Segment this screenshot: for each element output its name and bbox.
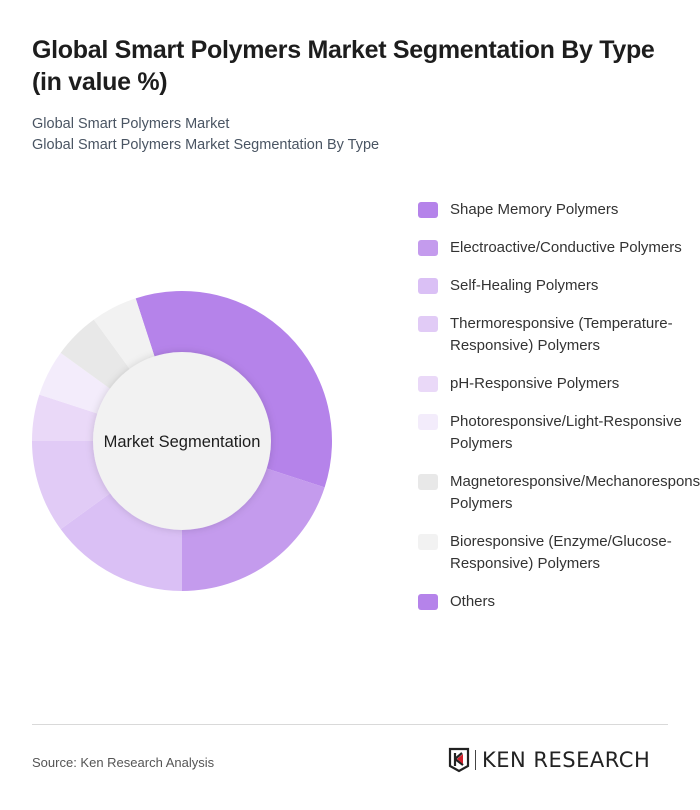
legend-swatch — [418, 376, 438, 392]
legend-swatch — [418, 594, 438, 610]
legend-item[interactable]: Self-Healing Polymers — [418, 275, 688, 297]
legend-swatch — [418, 534, 438, 550]
center-label: Market Segmentation — [104, 433, 261, 451]
legend-label: Thermoresponsive (Temperature-Responsive… — [450, 315, 673, 354]
legend-item[interactable]: Others — [418, 591, 688, 613]
logo-separator — [475, 750, 476, 770]
ken-research-logo: KEN RESEARCH — [448, 747, 650, 773]
legend-label: pH-Responsive Polymers — [450, 375, 620, 392]
legend-swatch — [418, 414, 438, 430]
legend: Shape Memory Polymers Electroactive/Condu… — [418, 199, 700, 629]
legend-item[interactable]: Photoresponsive/Light-Responsive Polymer… — [418, 411, 688, 455]
legend-label: Shape Memory Polymers — [450, 201, 619, 218]
legend-item[interactable]: pH-Responsive Polymers — [418, 373, 688, 395]
legend-swatch — [418, 278, 438, 294]
divider — [32, 724, 668, 725]
legend-label: Self-Healing Polymers — [450, 277, 599, 294]
donut-chart: Market Segmentation — [32, 291, 332, 591]
legend-item[interactable]: Magnetoresponsive/Mechanoresponsive Poly… — [418, 471, 700, 515]
logo-text: KEN RESEARCH — [482, 748, 651, 772]
legend-label: Magnetoresponsive/Mechanoresponsive Poly… — [450, 473, 700, 512]
donut-center — [93, 352, 271, 530]
legend-label: Others — [450, 593, 496, 610]
legend-item[interactable]: Shape Memory Polymers — [418, 199, 688, 221]
legend-item[interactable]: Thermoresponsive (Temperature-Responsive… — [418, 313, 688, 357]
legend-swatch — [418, 474, 438, 490]
legend-swatch — [418, 240, 438, 256]
subtitle-line: Global Smart Polymers Market — [32, 116, 230, 132]
source-note: Source: Ken Research Analysis — [32, 755, 215, 770]
subtitle-line: Global Smart Polymers Market Segmentatio… — [32, 137, 380, 153]
legend-swatch — [418, 316, 438, 332]
legend-item[interactable]: Bioresponsive (Enzyme/Glucose-Responsive… — [418, 531, 688, 575]
legend-label: Photoresponsive/Light-Responsive Polymer… — [450, 413, 682, 452]
legend-label: Electroactive/Conductive Polymers — [450, 239, 682, 256]
legend-swatch — [418, 202, 438, 218]
chart-subtitle: Global Smart Polymers Market Global Smar… — [32, 114, 379, 156]
chart-title: Global Smart Polymers Market Segmentatio… — [32, 36, 655, 96]
legend-label: Bioresponsive (Enzyme/Glucose-Responsive… — [450, 533, 672, 572]
logo-mark-icon — [448, 747, 470, 773]
legend-item[interactable]: Electroactive/Conductive Polymers — [418, 237, 688, 259]
